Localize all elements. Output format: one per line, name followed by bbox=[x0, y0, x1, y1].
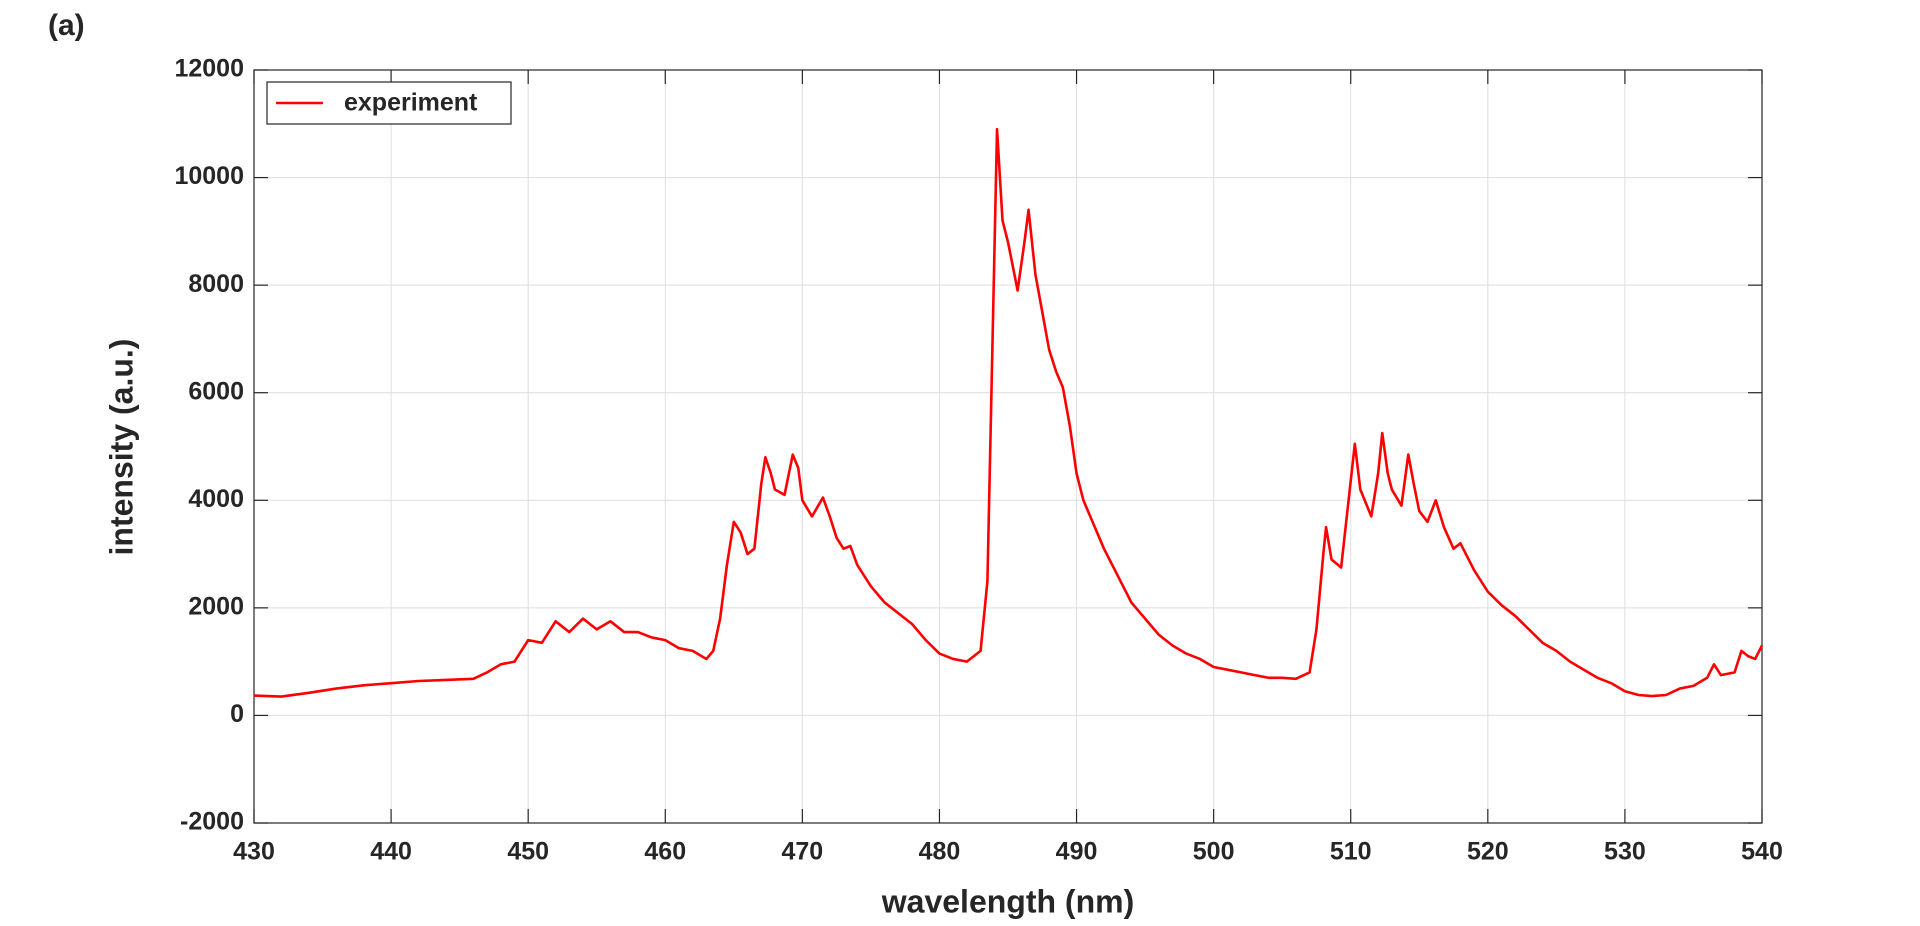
x-tick-label: 540 bbox=[1741, 838, 1783, 866]
y-tick-label: 0 bbox=[230, 700, 244, 728]
y-tick-label: 8000 bbox=[188, 270, 244, 298]
x-tick-label: 490 bbox=[1056, 838, 1098, 866]
x-tick-label: 480 bbox=[919, 838, 961, 866]
x-tick-label: 440 bbox=[370, 838, 412, 866]
x-tick-label: 510 bbox=[1330, 838, 1372, 866]
x-tick-label: 460 bbox=[644, 838, 686, 866]
x-tick-label: 470 bbox=[782, 838, 824, 866]
x-tick-label: 520 bbox=[1467, 838, 1509, 866]
legend-label: experiment bbox=[344, 89, 478, 117]
y-tick-label: -2000 bbox=[180, 808, 244, 836]
x-tick-label: 430 bbox=[233, 838, 275, 866]
data-line bbox=[253, 127, 1764, 698]
y-tick-label: 10000 bbox=[174, 162, 244, 190]
y-tick-label: 4000 bbox=[188, 485, 244, 513]
panel-label: (a) bbox=[48, 9, 85, 42]
y-tick-label: 12000 bbox=[174, 55, 244, 83]
x-axis-label: wavelength (nm) bbox=[881, 883, 1134, 919]
y-tick-label: 6000 bbox=[188, 377, 244, 405]
plot-frame bbox=[253, 69, 1763, 824]
x-tick-label: 530 bbox=[1604, 838, 1646, 866]
y-tick-label: 2000 bbox=[188, 592, 244, 620]
x-tick-label: 500 bbox=[1193, 838, 1235, 866]
x-tick-label: 450 bbox=[507, 838, 549, 866]
y-axis-label: intensity (a.u.) bbox=[103, 339, 139, 556]
